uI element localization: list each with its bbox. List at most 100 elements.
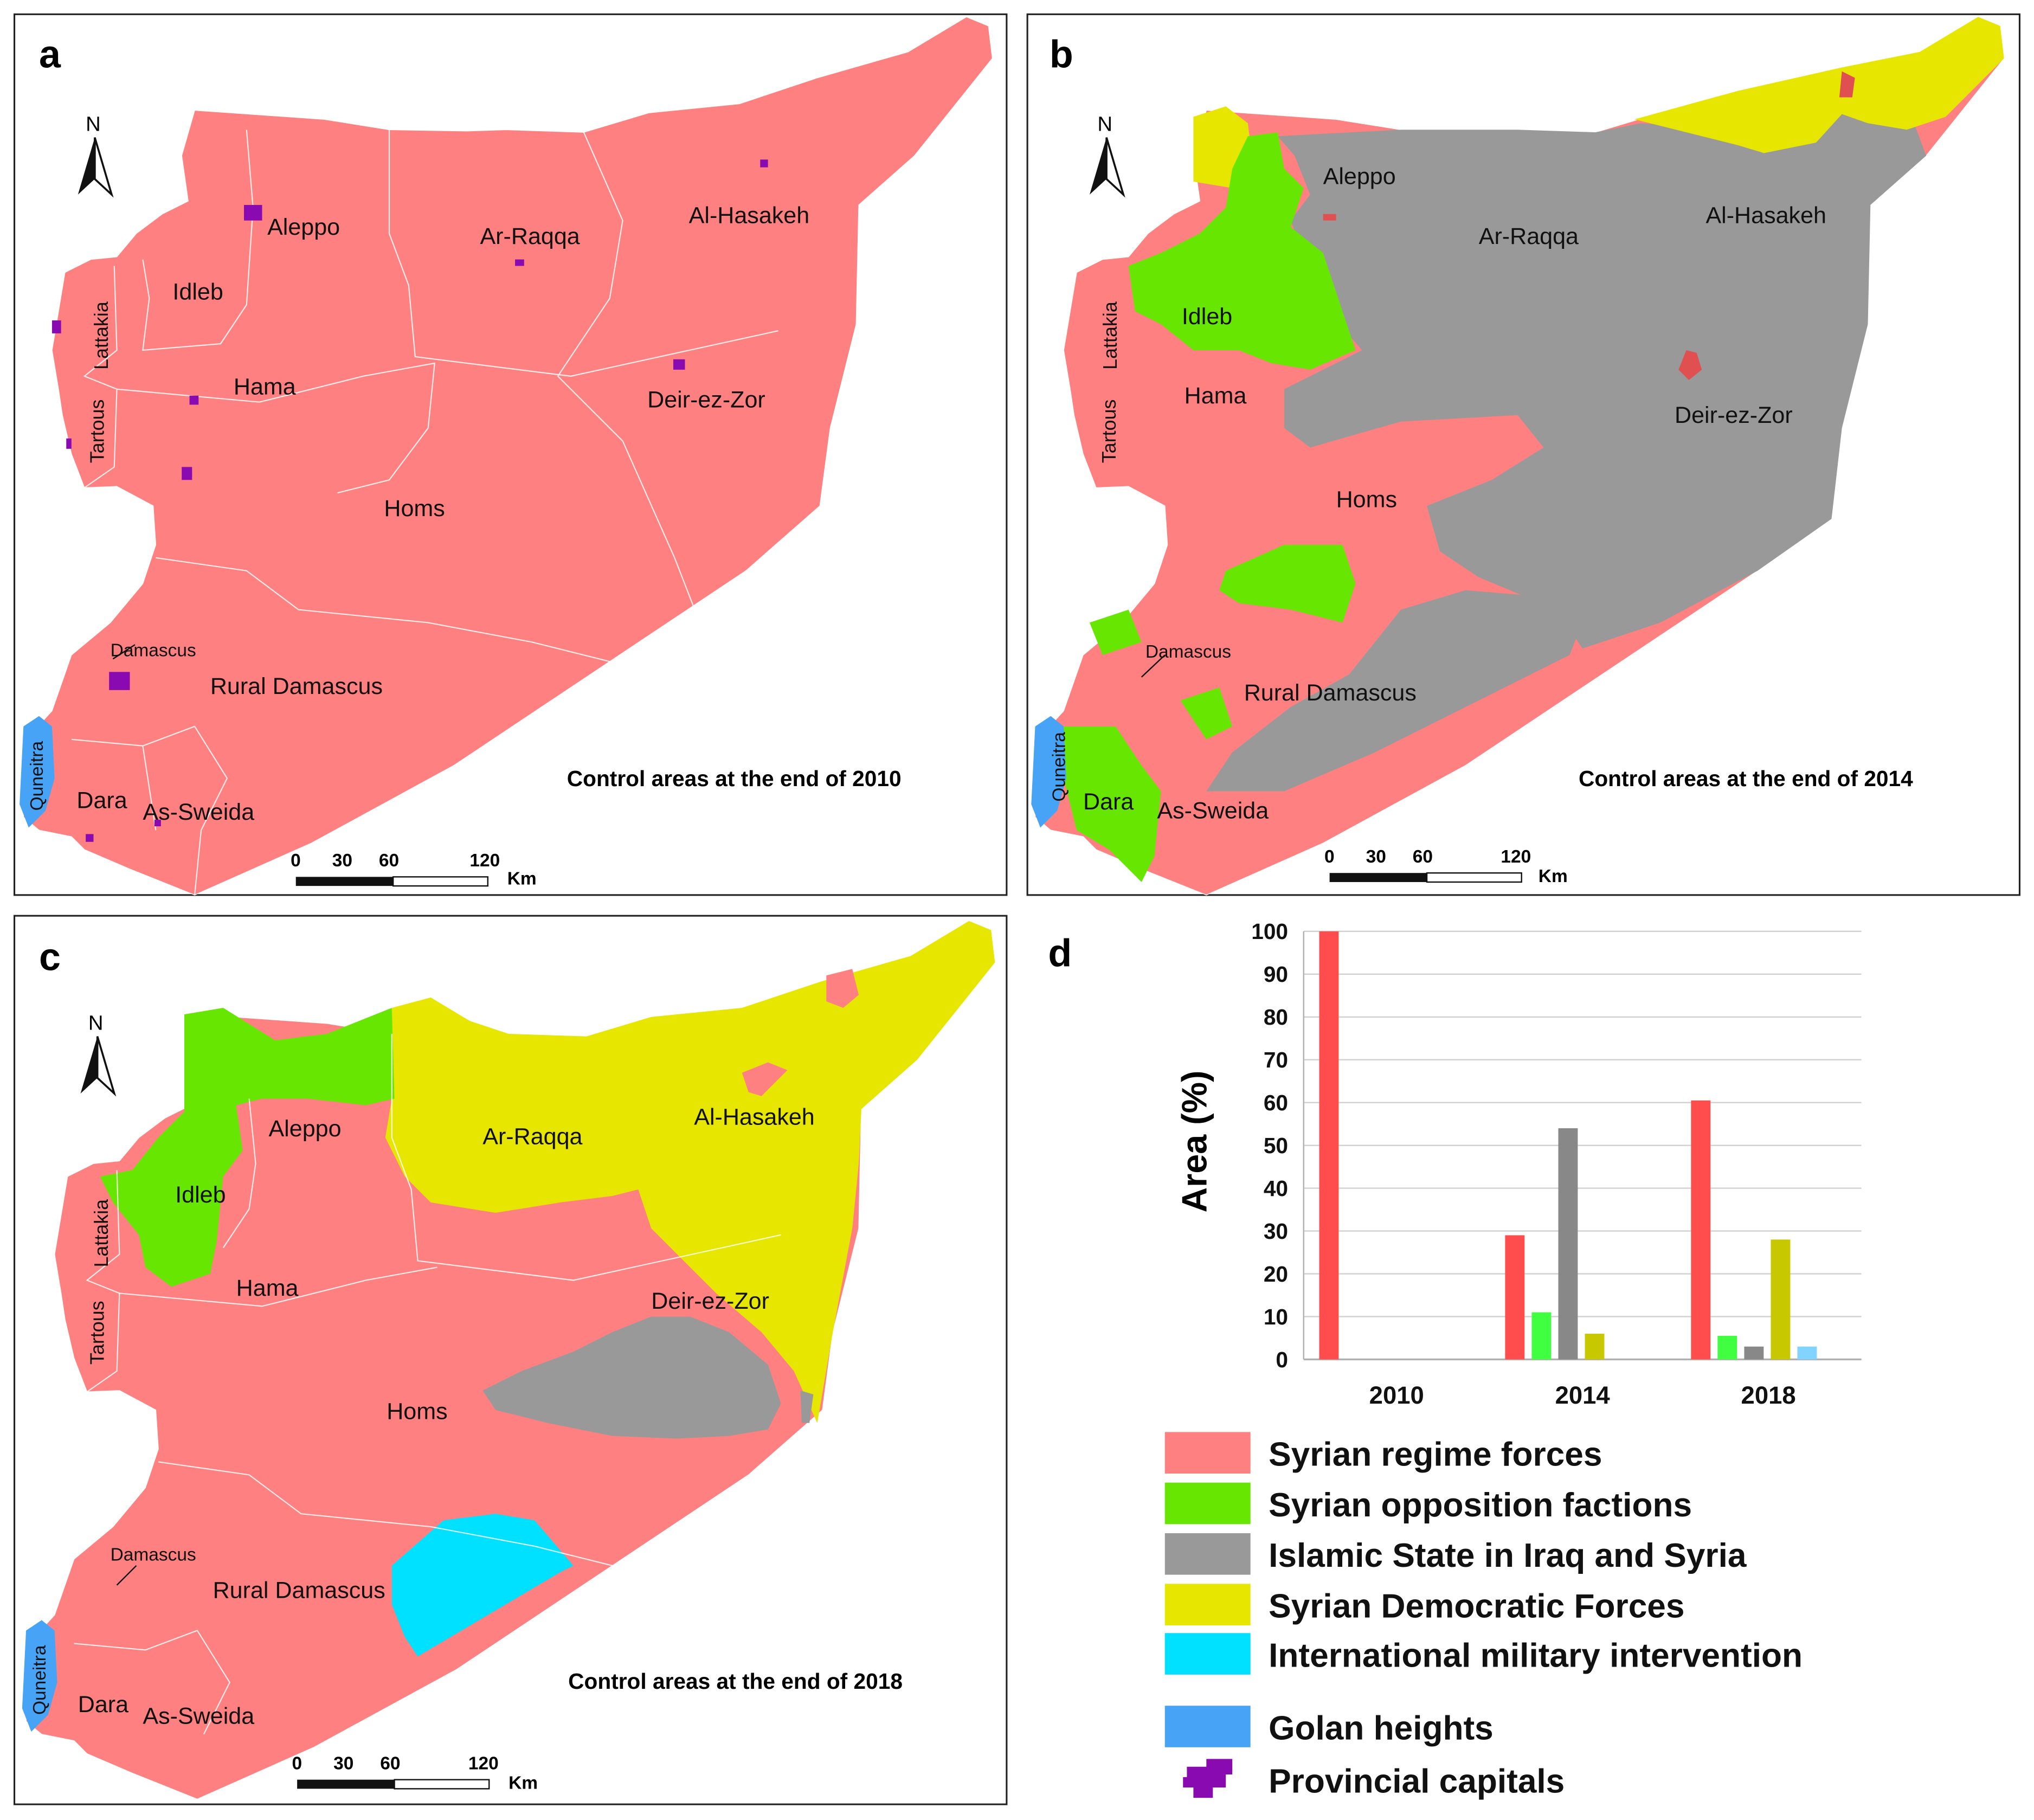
svg-text:60: 60 [1413, 847, 1433, 867]
label-deir-ez-zor: Deir-ez-Zor [1675, 402, 1793, 428]
legend-swatch [1164, 1633, 1251, 1675]
north-arrow: N [78, 113, 114, 198]
north-arrow: N [1089, 113, 1125, 198]
svg-text:Km: Km [509, 1773, 538, 1793]
label-lattakia: Lattakia [91, 301, 112, 370]
x-tick-label: 2010 [1369, 1381, 1424, 1409]
panel-b-letter: b [1050, 33, 1073, 76]
panel-a: a Aleppo [13, 13, 1008, 896]
label-rural-damascus: Rural Damascus [210, 673, 383, 699]
bar-2014-series-1 [1531, 1312, 1552, 1360]
x-tick-label: 2014 [1555, 1381, 1611, 1409]
label-idleb: Idleb [175, 1182, 226, 1208]
panel-b-caption: Control areas at the end of 2014 [1579, 766, 1913, 791]
label-quneitra: Quneitra [27, 741, 47, 811]
legend-label: Syrian opposition factions [1269, 1487, 1692, 1524]
label-aleppo: Aleppo [1323, 164, 1396, 190]
panel-d-letter: d [1048, 931, 1072, 975]
svg-text:N: N [86, 113, 101, 136]
legend-label: Islamic State in Iraq and Syria [1269, 1537, 1747, 1574]
svg-text:60: 60 [379, 851, 399, 871]
label-tartous: Tartous [87, 399, 108, 463]
provincial-capitals-icon [1183, 1759, 1233, 1798]
panel-b: b Aleppo Ar-Raqqa Al-Hasakeh Idleb Hama … [1026, 13, 2021, 896]
bar-2014-series-0 [1505, 1235, 1525, 1360]
svg-text:120: 120 [468, 1753, 499, 1773]
x-tick-label: 2018 [1741, 1381, 1796, 1409]
sdf-area [1634, 17, 2004, 153]
legend-label: Provincial capitals [1269, 1763, 1565, 1800]
y-tick-label: 80 [1264, 1005, 1288, 1030]
label-damascus: Damascus [111, 641, 196, 661]
label-al-hasakeh: Al-Hasakeh [689, 203, 810, 229]
y-tick-label: 100 [1251, 919, 1288, 944]
intervention-area [391, 1514, 574, 1657]
bar-2018-series-1 [1717, 1335, 1737, 1360]
y-tick-label: 90 [1264, 962, 1288, 987]
label-hama: Hama [1185, 383, 1247, 409]
syria-outline [23, 16, 993, 896]
panel-c-letter: c [39, 936, 61, 979]
legend: Syrian regime forces Syrian opposition fa… [1164, 1432, 1803, 1800]
opposition-area [100, 1008, 395, 1287]
panel-d: d 0 10 20 30 40 50 60 70 80 90 100 2010 2014 2018 Are… [1048, 919, 1862, 1800]
sdf-enclave [826, 969, 859, 1008]
province-boundaries [74, 1033, 781, 1735]
opposition-area-south [1064, 544, 1356, 882]
north-arrow: N [80, 1012, 117, 1097]
opposition-area-north [1128, 132, 1356, 370]
isis-area [1277, 104, 1927, 649]
scale-bar: 0 30 60 120 Km [291, 851, 537, 889]
svg-text:N: N [88, 1012, 104, 1035]
svg-text:120: 120 [469, 851, 500, 871]
svg-text:0: 0 [1324, 847, 1335, 867]
label-homs: Homs [384, 496, 445, 522]
sdf-area [385, 921, 995, 1423]
legend-swatch [1164, 1706, 1251, 1747]
isis-area-south [1206, 590, 1583, 792]
y-tick-label: 70 [1264, 1047, 1288, 1072]
legend-label: Golan heights [1269, 1709, 1494, 1747]
label-homs: Homs [387, 1398, 447, 1424]
y-tick-label: 20 [1264, 1262, 1288, 1287]
scale-bar: 0 30 60 120 Km [1324, 847, 1568, 886]
svg-text:60: 60 [380, 1753, 400, 1773]
scale-bar: 0 30 60 120 Km [292, 1753, 538, 1793]
label-as-sweida: As-Sweida [1157, 798, 1269, 824]
label-al-hasakeh: Al-Hasakeh [1705, 203, 1826, 229]
bar-2010-series-0 [1319, 931, 1339, 1360]
label-ar-raqqa: Ar-Raqqa [480, 223, 580, 249]
panel-b-frame [1026, 13, 2021, 896]
golan-heights [20, 716, 55, 828]
isis-sliver [800, 1390, 814, 1423]
label-damascus: Damascus [111, 1545, 196, 1565]
y-tick-label: 0 [1276, 1347, 1288, 1372]
label-quneitra: Quneitra [1050, 732, 1070, 802]
golan-heights [22, 1620, 57, 1732]
label-as-sweida: As-Sweida [143, 799, 254, 825]
isis-area [482, 1316, 781, 1439]
legend-label: Syrian regime forces [1269, 1436, 1602, 1474]
bar-2018-series-2 [1744, 1346, 1764, 1360]
label-al-hasakeh: Al-Hasakeh [694, 1104, 815, 1130]
legend-label: International military intervention [1269, 1637, 1803, 1674]
legend-swatch [1164, 1482, 1251, 1525]
label-rural-damascus: Rural Damascus [213, 1578, 385, 1604]
damascus-leader-line [116, 1565, 137, 1586]
label-idleb: Idleb [1182, 304, 1232, 330]
label-dara: Dara [1083, 789, 1134, 815]
label-aleppo: Aleppo [268, 1116, 341, 1142]
label-tartous: Tartous [87, 1301, 108, 1365]
label-dara: Dara [76, 788, 127, 814]
damascus-leader-line [1141, 654, 1166, 678]
y-axis-label: Area (%) [1175, 1070, 1214, 1212]
province-boundaries [71, 130, 778, 895]
bar-2014-series-3 [1585, 1334, 1605, 1360]
bar-2018-series-4 [1797, 1346, 1817, 1360]
label-tartous: Tartous [1098, 399, 1120, 463]
label-lattakia: Lattakia [91, 1199, 112, 1268]
panel-c-frame [13, 915, 1008, 1805]
svg-text:0: 0 [292, 1753, 302, 1773]
legend-swatch [1164, 1584, 1251, 1625]
